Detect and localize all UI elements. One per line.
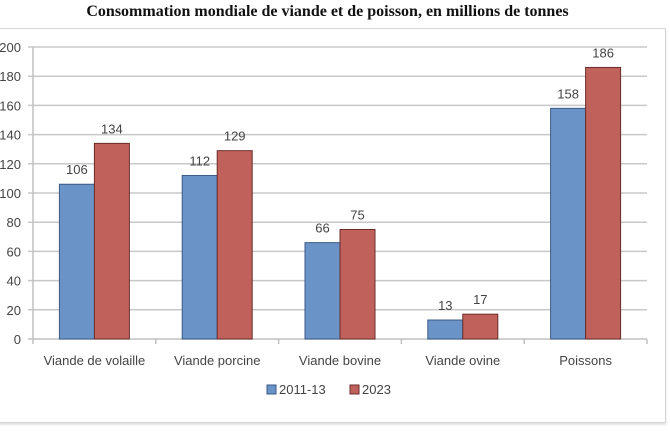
legend: 2011-13 2023 [266, 382, 391, 397]
x-category-label: Viande de volaille [44, 353, 146, 368]
y-tick-label: 80 [7, 215, 21, 230]
bar-201113-4 [550, 107, 587, 340]
bar-2023-2 [339, 229, 376, 340]
legend-label: 2023 [362, 382, 391, 397]
bars [58, 66, 622, 340]
bar-2023-3 [462, 313, 499, 340]
data-label: 13 [438, 298, 452, 313]
bar-201113-1 [181, 174, 218, 340]
y-tick-label: 0 [14, 332, 21, 347]
bar-2023-4 [585, 66, 622, 340]
y-tick-label: 20 [7, 303, 21, 318]
y-tick-label: 160 [0, 98, 21, 113]
y-tick-label: 40 [7, 274, 21, 289]
data-label: 134 [101, 121, 123, 136]
bar-2023-1 [216, 150, 253, 340]
data-label: 112 [189, 153, 210, 168]
bar-2023-0 [93, 142, 130, 340]
bar-201113-3 [427, 319, 464, 340]
chart-frame [0, 28, 666, 423]
data-label: 75 [350, 208, 364, 223]
data-label: 66 [315, 221, 329, 236]
bar-201113-2 [304, 242, 341, 340]
legend-swatch-201113 [266, 384, 277, 395]
y-tick-label: 200 [0, 40, 21, 55]
data-label: 17 [473, 292, 487, 307]
data-label: 158 [557, 86, 579, 101]
data-labels: 106 112 66 13 158 134 129 75 17 186 [66, 45, 614, 313]
x-category-label: Viande bovine [299, 353, 381, 368]
data-label: 186 [592, 45, 614, 60]
y-tick-label: 60 [7, 244, 21, 259]
y-tick-label: 120 [0, 157, 21, 172]
x-category-label: Poissons [559, 353, 612, 368]
data-label: 129 [224, 129, 246, 144]
y-tick-label: 100 [0, 186, 21, 201]
x-category-label: Viande ovine [425, 353, 500, 368]
chart-title: Consommation mondiale de viande et de po… [86, 3, 569, 20]
bar-201113-0 [58, 183, 95, 340]
x-axis: Viande de volaille Viande porcine Viande b… [28, 338, 648, 368]
legend-swatch-2023 [349, 384, 360, 395]
y-axis: 0 20 40 60 80 100 120 140 160 180 200 [0, 40, 34, 347]
legend-label: 2011-13 [279, 382, 326, 397]
data-label: 106 [66, 162, 88, 177]
y-tick-label: 180 [0, 69, 21, 84]
y-tick-label: 140 [0, 128, 21, 143]
x-category-label: Viande porcine [174, 353, 261, 368]
